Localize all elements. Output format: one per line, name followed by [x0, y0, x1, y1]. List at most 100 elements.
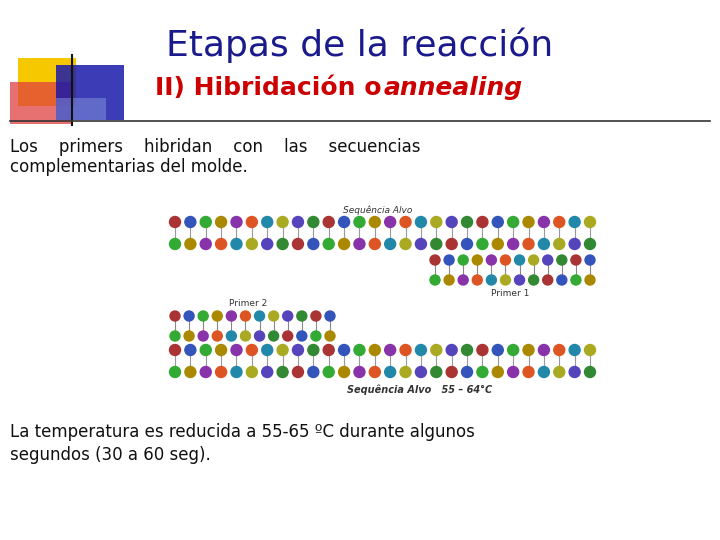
Circle shape [185, 239, 196, 249]
Circle shape [487, 275, 496, 285]
Text: Primer 2: Primer 2 [229, 300, 267, 308]
Circle shape [539, 345, 549, 355]
Text: Sequência Alvo   55 – 64°C: Sequência Alvo 55 – 64°C [348, 384, 492, 395]
Circle shape [185, 367, 196, 377]
Bar [56, 65, 124, 120]
Circle shape [369, 345, 380, 355]
Circle shape [231, 345, 242, 355]
Circle shape [269, 331, 279, 341]
Circle shape [492, 367, 503, 377]
Circle shape [523, 239, 534, 249]
Circle shape [543, 255, 553, 265]
Circle shape [492, 345, 503, 355]
Circle shape [539, 217, 549, 227]
Circle shape [472, 255, 482, 265]
Text: Etapas de la reacción: Etapas de la reacción [166, 27, 554, 63]
Circle shape [198, 331, 208, 341]
Circle shape [283, 331, 293, 341]
Circle shape [458, 275, 468, 285]
Circle shape [200, 239, 211, 249]
Circle shape [215, 345, 227, 355]
Circle shape [585, 255, 595, 265]
Circle shape [308, 345, 319, 355]
Circle shape [477, 345, 488, 355]
Circle shape [354, 367, 365, 377]
Circle shape [200, 367, 211, 377]
Circle shape [400, 239, 411, 249]
Circle shape [277, 345, 288, 355]
Circle shape [215, 217, 227, 227]
Circle shape [446, 367, 457, 377]
Circle shape [415, 367, 426, 377]
Circle shape [430, 275, 440, 285]
Circle shape [500, 275, 510, 285]
Circle shape [283, 311, 293, 321]
Circle shape [308, 239, 319, 249]
Bar [18, 58, 76, 106]
Circle shape [277, 217, 288, 227]
Circle shape [246, 217, 257, 227]
Circle shape [246, 239, 257, 249]
Circle shape [415, 239, 426, 249]
Circle shape [325, 311, 335, 321]
Circle shape [446, 239, 457, 249]
Circle shape [226, 311, 236, 321]
Circle shape [492, 217, 503, 227]
Text: annealing: annealing [384, 76, 523, 100]
Circle shape [308, 367, 319, 377]
Circle shape [585, 239, 595, 249]
Circle shape [508, 367, 518, 377]
Circle shape [400, 345, 411, 355]
Circle shape [431, 217, 442, 227]
Circle shape [215, 239, 227, 249]
Circle shape [415, 217, 426, 227]
Circle shape [262, 217, 273, 227]
Circle shape [169, 217, 181, 227]
Circle shape [170, 331, 180, 341]
Circle shape [554, 239, 564, 249]
Circle shape [240, 331, 251, 341]
Circle shape [255, 311, 264, 321]
Circle shape [323, 217, 334, 227]
Circle shape [571, 275, 581, 285]
Circle shape [557, 275, 567, 285]
Circle shape [444, 275, 454, 285]
Circle shape [500, 255, 510, 265]
Circle shape [277, 239, 288, 249]
Circle shape [369, 367, 380, 377]
Circle shape [431, 345, 442, 355]
Circle shape [462, 239, 472, 249]
Circle shape [338, 367, 350, 377]
Circle shape [431, 239, 442, 249]
Circle shape [262, 345, 273, 355]
Circle shape [569, 345, 580, 355]
Circle shape [462, 345, 472, 355]
Circle shape [292, 239, 303, 249]
Circle shape [212, 331, 222, 341]
Circle shape [169, 239, 181, 249]
Circle shape [323, 367, 334, 377]
Circle shape [515, 255, 525, 265]
Circle shape [508, 239, 518, 249]
Circle shape [354, 345, 365, 355]
Circle shape [198, 311, 208, 321]
Circle shape [528, 255, 539, 265]
Circle shape [212, 311, 222, 321]
Circle shape [569, 217, 580, 227]
Circle shape [297, 331, 307, 341]
Circle shape [311, 331, 321, 341]
Circle shape [292, 367, 303, 377]
Circle shape [585, 217, 595, 227]
Circle shape [508, 217, 518, 227]
Circle shape [487, 255, 496, 265]
Circle shape [569, 239, 580, 249]
Circle shape [323, 345, 334, 355]
Circle shape [338, 217, 350, 227]
Circle shape [539, 367, 549, 377]
Circle shape [369, 239, 380, 249]
Circle shape [557, 255, 567, 265]
Circle shape [184, 311, 194, 321]
Circle shape [311, 311, 321, 321]
Circle shape [185, 217, 196, 227]
Circle shape [200, 345, 211, 355]
